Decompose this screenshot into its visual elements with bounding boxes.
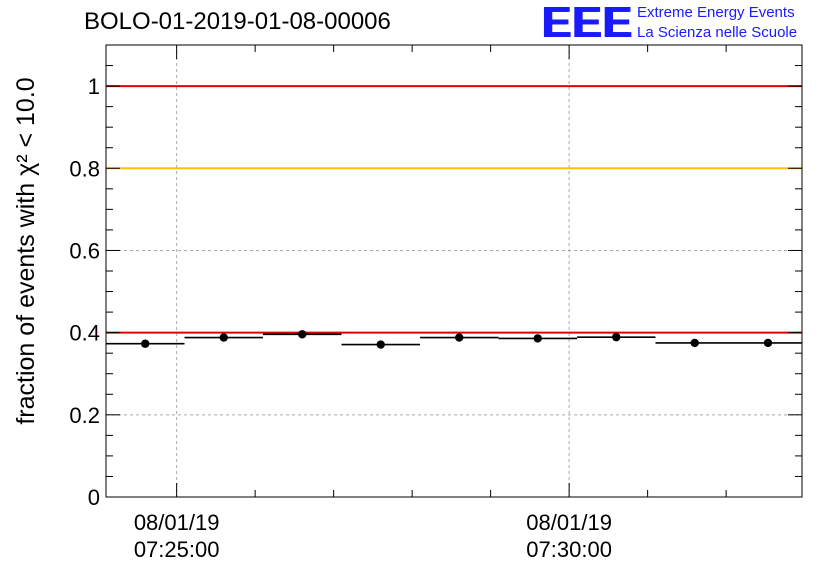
data-point [455, 333, 464, 342]
data-point [298, 330, 307, 339]
data-point [219, 333, 228, 342]
y-axis-label: fraction of events with χ² < 10.0 [12, 77, 40, 424]
y-tick-label: 0.2 [69, 403, 100, 428]
y-tick-label: 0.4 [69, 321, 100, 346]
data-point [533, 334, 542, 343]
eee-logo: EEE Extreme Energy Events La Scienza nel… [541, 0, 833, 47]
y-tick-label: 1 [88, 74, 100, 99]
x-tick-label-date: 08/01/19 [134, 510, 220, 535]
y-tick-label: 0.6 [69, 238, 100, 263]
data-point [690, 338, 699, 348]
y-tick-label: 0.8 [69, 156, 100, 181]
plot-frame [105, 44, 803, 498]
data-point [612, 332, 621, 342]
logo-text-line2: La Scienza nelle Scuole [637, 24, 798, 41]
chart-title: BOLO-01-2019-01-08-00006 [84, 8, 391, 35]
data-point [763, 338, 773, 348]
data-point [141, 339, 150, 348]
y-tick-label: 0 [88, 485, 100, 510]
x-tick-label-time: 07:25:00 [134, 537, 220, 562]
eee-logo-mark: EEE [541, 0, 633, 47]
logo-text-line1: Extreme Energy Events [637, 4, 795, 21]
x-tick-label-date: 08/01/19 [526, 510, 612, 535]
data-point [376, 340, 385, 349]
x-tick-label-time: 07:30:00 [526, 537, 612, 562]
